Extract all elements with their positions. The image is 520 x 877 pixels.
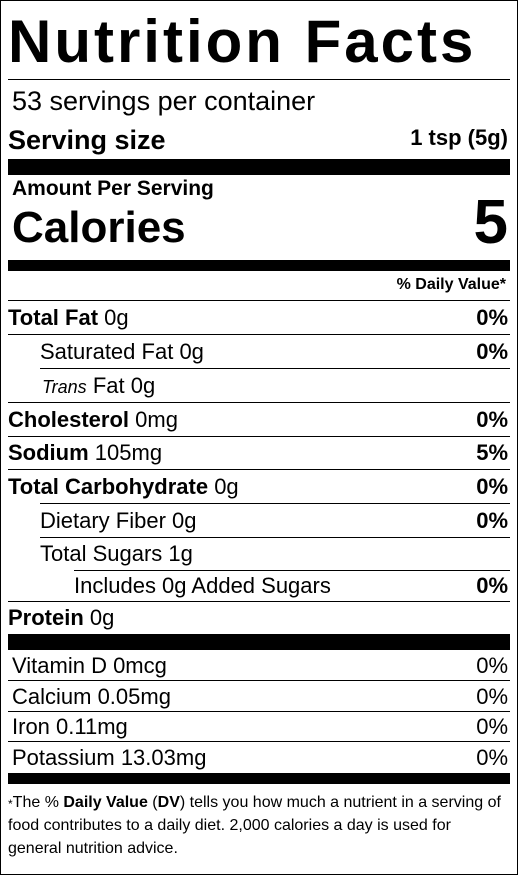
footnote-text: ) tells you how much a nutrient in a ser… xyxy=(8,794,501,857)
nutrient-dv: 0% xyxy=(476,305,508,330)
vitamin-row-vitamin-d: Vitamin D 0mcg 0% xyxy=(8,651,510,681)
nutrient-amount: 0g xyxy=(172,508,197,533)
calories-value: 5 xyxy=(473,188,508,257)
vitamin-row-calcium: Calcium 0.05mg 0% xyxy=(8,682,510,712)
serving-size-row: Serving size 1 tsp (5g) xyxy=(8,123,510,157)
vitamin-dv: 0% xyxy=(476,714,508,739)
divider xyxy=(8,741,510,742)
divider xyxy=(8,402,510,403)
thick-divider xyxy=(8,159,510,175)
vitamin-row-iron: Iron 0.11mg 0% xyxy=(8,712,510,742)
label-content: Nutrition Facts 53 servings per containe… xyxy=(8,1,510,874)
divider xyxy=(40,368,510,369)
vitamin-name: Iron 0.11mg xyxy=(12,714,128,739)
nutrient-amount: 105mg xyxy=(94,440,163,465)
nutrient-name: Cholesterol xyxy=(8,407,130,432)
vitamin-dv: 0% xyxy=(476,653,508,678)
label-title: Nutrition Facts xyxy=(8,8,477,75)
nutrient-row-total-carbohydrate: Total Carbohydrate 0g 0% xyxy=(8,472,510,502)
nutrient-amount: 0g xyxy=(89,605,115,630)
divider xyxy=(8,334,510,335)
nutrient-amount: 0g xyxy=(130,373,156,398)
calories-label: Calories xyxy=(12,203,186,252)
medium-divider xyxy=(8,773,510,784)
vitamin-row-potassium: Potassium 13.03mg 0% xyxy=(8,743,510,773)
footnote-text: The % xyxy=(12,794,64,811)
nutrient-dv: 0% xyxy=(476,407,508,432)
nutrient-amount: 0g xyxy=(104,305,129,330)
nutrient-dv: 0% xyxy=(476,573,508,598)
nutrient-row-dietary-fiber: Dietary Fiber 0g 0% xyxy=(8,506,510,536)
nutrient-amount: 0g xyxy=(179,339,204,364)
footnote-bold: DV xyxy=(157,794,180,811)
nutrient-row-total-fat: Total Fat 0g 0% xyxy=(8,303,510,333)
nutrient-name: Fat xyxy=(92,373,125,398)
nutrient-row-added-sugars: Includes 0g Added Sugars 0% xyxy=(8,571,510,601)
servings-per-container: 53 servings per container xyxy=(12,86,316,116)
divider xyxy=(8,711,510,712)
nutrient-row-sodium: Sodium 105mg 5% xyxy=(8,438,510,468)
divider xyxy=(8,79,510,80)
divider xyxy=(40,503,510,504)
nutrient-dv: 0% xyxy=(476,508,508,533)
nutrient-row-trans-fat: Trans Fat 0g xyxy=(8,371,510,401)
nutrient-name: Protein xyxy=(8,605,84,630)
nutrient-name: Sodium xyxy=(8,440,89,465)
nutrient-name: Dietary Fiber xyxy=(40,508,166,533)
nutrient-name: Saturated Fat xyxy=(40,339,174,364)
medium-divider xyxy=(8,260,510,271)
vitamin-dv: 0% xyxy=(476,684,508,709)
nutrient-row-saturated-fat: Saturated Fat 0g 0% xyxy=(8,337,510,367)
nutrient-dv: 0% xyxy=(476,339,508,364)
nutrient-dv: 5% xyxy=(476,440,508,465)
divider xyxy=(8,680,510,681)
nutrient-dv: 0% xyxy=(476,474,508,499)
nutrient-amount: 0g xyxy=(214,474,239,499)
nutrient-name: Total Fat xyxy=(8,305,99,330)
nutrient-name: Includes 0g Added Sugars xyxy=(74,573,331,598)
daily-value-footnote: *The % Daily Value (DV) tells you how mu… xyxy=(8,791,508,860)
vitamin-name: Vitamin D 0mcg xyxy=(12,653,167,678)
thick-divider xyxy=(8,634,510,650)
divider xyxy=(74,570,510,571)
nutrient-amount: 1g xyxy=(168,541,193,566)
divider xyxy=(8,601,510,602)
nutrient-name: Total Carbohydrate xyxy=(8,474,209,499)
daily-value-header: % Daily Value* xyxy=(396,276,506,293)
nutrient-row-protein: Protein 0g xyxy=(8,603,510,633)
vitamin-name: Potassium 13.03mg xyxy=(12,745,207,770)
nutrient-row-cholesterol: Cholesterol 0mg 0% xyxy=(8,405,510,435)
vitamin-name: Calcium 0.05mg xyxy=(12,684,171,709)
nutrient-name-italic: Trans xyxy=(42,377,87,397)
serving-size-label: Serving size xyxy=(8,125,166,155)
amount-per-serving: Amount Per Serving xyxy=(12,177,214,200)
footnote-text: ( xyxy=(147,794,158,811)
serving-size-value: 1 tsp (5g) xyxy=(410,125,508,150)
divider xyxy=(8,469,510,470)
vitamin-dv: 0% xyxy=(476,745,508,770)
nutrient-amount: 0mg xyxy=(135,407,178,432)
divider xyxy=(8,300,510,301)
nutrient-name: Total Sugars xyxy=(40,541,163,566)
divider xyxy=(40,537,510,538)
footnote-star: * xyxy=(8,797,13,811)
divider xyxy=(8,436,510,437)
nutrient-row-total-sugars: Total Sugars 1g xyxy=(8,539,510,569)
footnote-bold: Daily Value xyxy=(63,794,148,811)
